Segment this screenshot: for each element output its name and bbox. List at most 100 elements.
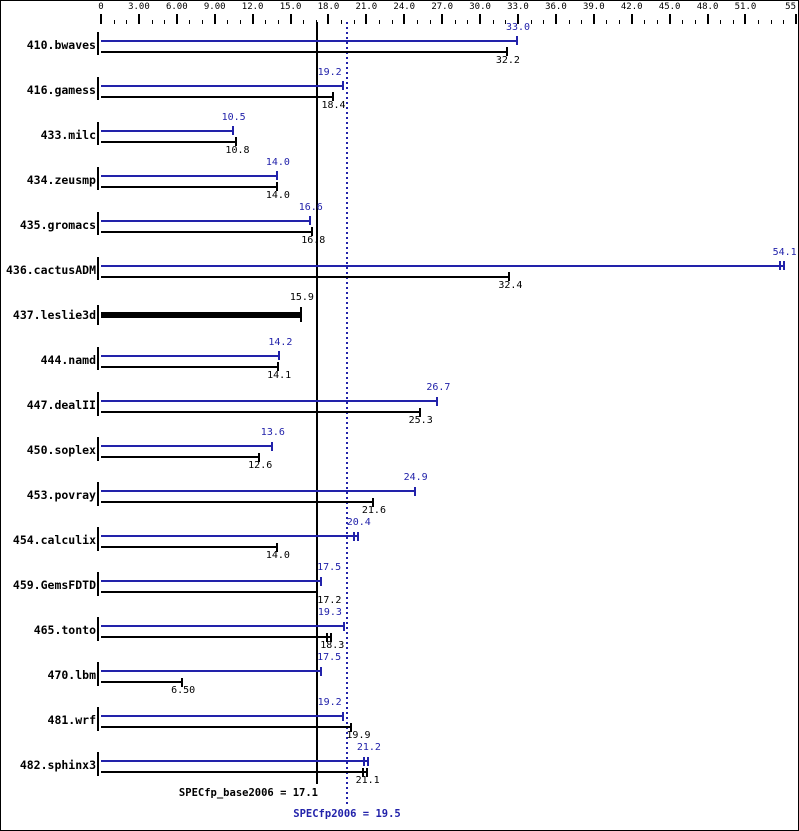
peak-bar [101,354,281,357]
peak-bar [101,535,359,538]
x-axis-tick-label: 33.0 [507,2,529,12]
x-axis-minor-tick [758,20,760,24]
x-axis-major-tick [175,14,178,24]
peak-bar [101,580,323,583]
base-value-label: 32.2 [495,54,520,66]
peak-value-label: 26.7 [426,382,451,394]
base-value-label: 18.4 [321,99,346,111]
peak-value-label: 19.2 [317,697,342,709]
peak-bar-end-tick [320,666,323,676]
peak-bar-end-tick [341,81,344,91]
x-axis-major-tick [365,14,368,24]
peak-value-label: 14.2 [268,336,293,348]
base-value-label: 14.1 [267,369,292,381]
benchmark-label: 433.milc [40,127,96,142]
x-axis-minor-tick [619,20,621,24]
peak-bar [101,264,785,267]
base-bar-end-tick [235,137,238,147]
base-bar [101,411,421,414]
x-axis-tick-label: 45.0 [658,2,681,12]
row-baseline-bracket [97,304,99,325]
peak-bar-end-tick [413,486,416,496]
x-axis-tick-label: 51.0 [734,2,757,12]
peak-bar-end-tick [782,261,785,271]
base-value-label: 14.0 [265,189,290,201]
base-bar-end-tick [330,632,333,642]
base-bar [101,50,508,53]
x-axis-minor-tick [530,20,532,24]
peak-bar [101,445,273,448]
row-baseline-bracket [97,392,99,416]
peak-bar [101,84,344,87]
base-bar-end-tick [365,767,368,777]
benchmark-label: 447.dealII [26,398,96,413]
base-bar [101,456,261,459]
x-axis-minor-tick [770,20,772,24]
peak-value-label: 21.2 [356,742,381,754]
peak-value-label: 14.0 [265,156,290,168]
base-value-label: 21.1 [355,775,380,787]
peak-value-label: 19.2 [317,66,342,78]
peak-bar-end-tick [436,396,439,406]
base-bar [101,311,302,318]
x-axis-tick-label: 21.0 [355,2,378,12]
x-axis-tick-label: 30.0 [469,2,491,12]
base-bar-end-tick [311,227,314,237]
base-value-label: 19.9 [346,730,371,742]
base-value-label: 6.50 [171,685,196,697]
base-bar-end-tick [316,587,319,597]
peak-bar-end-tick [308,216,311,226]
peak-bar-end-tick [778,261,781,271]
peak-bar-end-tick [352,531,355,541]
peak-value-label: 10.5 [221,111,246,123]
peak-value-label: 24.9 [403,472,428,484]
x-axis-minor-tick [644,20,646,24]
x-axis-major-tick [441,14,444,24]
peak-bar-end-tick [516,36,518,46]
base-value-label: 15.9 [289,291,314,303]
base-value-label: 25.3 [408,415,433,427]
x-axis-minor-tick [505,20,507,24]
x-axis-minor-tick [202,20,204,24]
base-bar [101,365,280,368]
x-axis-minor-tick [682,20,684,24]
peak-bar-end-tick [231,126,234,136]
base-bar [101,275,511,278]
benchmark-label: 437.leslie3d [12,307,96,322]
x-axis-minor-tick [492,20,494,24]
benchmark-label: 454.calculix [12,533,96,548]
row-baseline-bracket [97,256,99,281]
peak-bar-end-tick [366,756,369,766]
row-baseline-bracket [97,527,99,551]
benchmark-label: 434.zeusmp [26,172,96,187]
x-axis-minor-tick [543,20,545,24]
x-axis-major-tick [630,14,633,24]
x-axis-minor-tick [341,20,343,24]
benchmark-label: 436.cactusADM [5,262,96,277]
x-axis-minor-tick [581,20,583,24]
base-bar [101,95,334,98]
x-axis-minor-tick [113,20,115,24]
base-bar [101,771,368,774]
peak-value-label: 19.3 [317,607,342,619]
benchmark-label: 416.gamess [26,82,96,97]
peak-value-label: 20.4 [346,517,371,529]
x-axis-minor-tick [303,20,305,24]
x-axis-major-tick [289,14,292,24]
peak-value-label: 17.5 [317,562,342,574]
x-axis-major-tick [517,14,519,24]
benchmark-label: 450.soplex [26,443,96,458]
base-bar [101,185,278,188]
base-value-label: 14.0 [265,550,290,562]
x-axis-tick-label: 6.00 [165,2,188,12]
x-axis-minor-tick [429,20,431,24]
base-bar [101,501,374,504]
x-axis-minor-tick [277,20,279,24]
peak-bar [101,219,311,222]
base-bar [101,681,184,684]
row-baseline-bracket [97,76,99,101]
x-axis-major-tick [795,14,797,24]
peak-bar-end-tick [278,351,281,361]
peak-bar [101,490,416,493]
x-axis-minor-tick [416,20,418,24]
